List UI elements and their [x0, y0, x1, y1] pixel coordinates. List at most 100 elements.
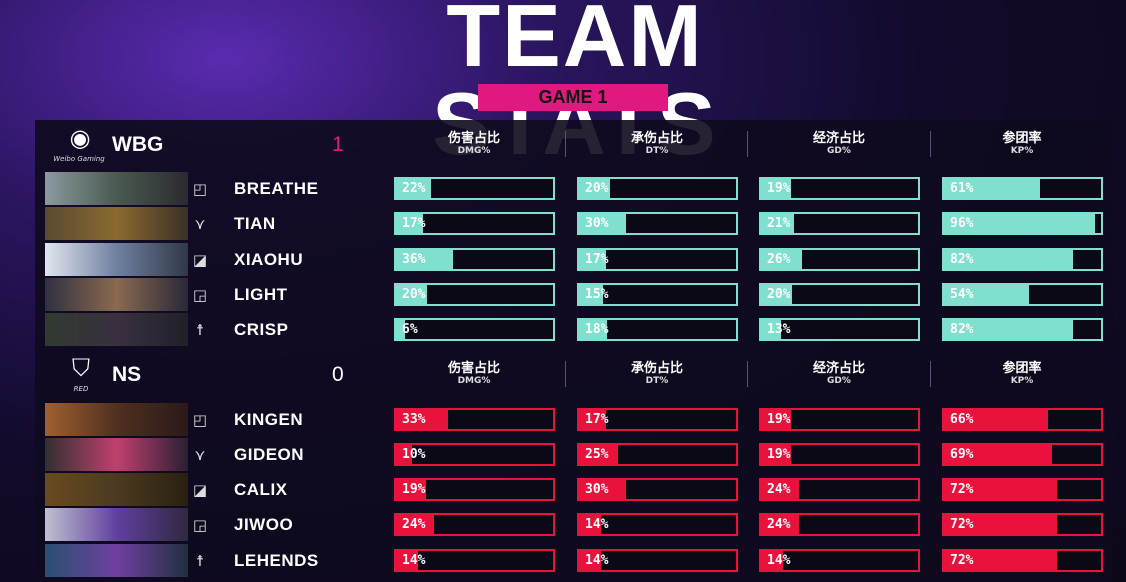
stat-value: 19% [767, 447, 791, 462]
player-name: LIGHT [234, 285, 288, 304]
team-score: 0 [332, 363, 344, 386]
column-subtitle: KP% [1010, 146, 1034, 156]
game-label: GAME 1 [478, 84, 668, 111]
column-subtitle: DT% [645, 146, 669, 156]
stat-value: 14% [585, 517, 609, 532]
stat-value: 25% [585, 447, 609, 462]
champion-portrait [45, 243, 188, 276]
stat-bar-fill [579, 480, 627, 499]
stat-value: 96% [950, 216, 974, 231]
champion-portrait [45, 313, 188, 346]
player-name: CRISP [234, 320, 289, 339]
stat-value: 17% [585, 412, 609, 427]
stat-value: 20% [402, 287, 426, 302]
stat-bar-fill [944, 250, 1073, 269]
stat-bar-fill [396, 480, 426, 499]
stat-value: 30% [585, 216, 609, 231]
stat-value: 26% [767, 252, 791, 267]
stat-bar: 24% [759, 478, 920, 501]
role-top-icon: ◰ [192, 411, 208, 429]
stat-bar-fill [944, 285, 1029, 304]
stat-bar: 13% [759, 318, 920, 341]
stat-bar-fill [944, 515, 1058, 534]
column-divider [565, 361, 566, 387]
stat-value: 15% [585, 287, 609, 302]
column-subtitle: DMG% [457, 146, 491, 156]
stat-bar-fill [579, 214, 627, 233]
column-header: 参团率 KP% [942, 361, 1102, 387]
stat-bar: 22% [394, 177, 555, 200]
stat-value: 24% [402, 517, 426, 532]
stat-bar: 69% [942, 443, 1103, 466]
stat-value: 20% [767, 287, 791, 302]
stat-bar: 15% [577, 283, 738, 306]
stat-bar: 20% [394, 283, 555, 306]
stat-value: 22% [402, 181, 426, 196]
team-logo-text: Weibo Gaming [53, 155, 105, 163]
stat-bar: 66% [942, 408, 1103, 431]
column-subtitle: GD% [827, 146, 851, 156]
column-header: 经济占比 GD% [759, 361, 919, 387]
stat-bar-fill [944, 410, 1048, 429]
stat-bar-fill [396, 179, 431, 198]
stat-value: 6% [402, 322, 418, 337]
column-header: 承伤占比 DT% [577, 361, 737, 387]
stat-bar-fill [761, 250, 802, 269]
stat-bar: 72% [942, 478, 1103, 501]
stat-bar-fill [761, 480, 799, 499]
stat-bar-fill [944, 480, 1058, 499]
weibo-logo: ◉ [69, 124, 91, 152]
stat-value: 33% [402, 412, 426, 427]
column-header: 参团率 KP% [942, 131, 1102, 157]
stat-value: 30% [585, 482, 609, 497]
stat-bar-fill [579, 179, 611, 198]
stat-bar-fill [396, 551, 418, 570]
stat-bar: 17% [577, 408, 738, 431]
stat-value: 24% [767, 517, 791, 532]
column-title: 承伤占比 [630, 131, 683, 146]
stat-value: 24% [767, 482, 791, 497]
stat-value: 36% [402, 252, 426, 267]
team-logo-text: RED [73, 385, 89, 393]
player-name: BREATHE [234, 179, 319, 198]
column-divider [747, 361, 748, 387]
page-title: TEAM STATS [432, 0, 715, 168]
stat-bar: 20% [577, 177, 738, 200]
stat-bar: 20% [759, 283, 920, 306]
stat-value: 19% [767, 181, 791, 196]
role-mid-icon: ◪ [192, 251, 208, 269]
stat-value: 10% [402, 447, 426, 462]
stat-bar-fill [761, 410, 791, 429]
stat-bar: 21% [759, 212, 920, 235]
player-name: KINGEN [234, 410, 304, 429]
stat-bar-fill [944, 214, 1095, 233]
stat-bar: 30% [577, 212, 738, 235]
team-score: 1 [332, 133, 344, 156]
stat-bar: 30% [577, 478, 738, 501]
stat-value: 17% [402, 216, 426, 231]
stat-bar-fill [579, 285, 603, 304]
stat-bar-fill [761, 515, 799, 534]
role-bot-icon: ◲ [192, 286, 208, 304]
stats-panel [35, 120, 1113, 582]
stat-value: 72% [950, 517, 974, 532]
stat-bar-fill [761, 214, 794, 233]
stat-value: 69% [950, 447, 974, 462]
column-title: 伤害占比 [447, 361, 500, 376]
stat-value: 14% [402, 553, 426, 568]
stat-value: 18% [585, 322, 609, 337]
stat-bar-fill [579, 250, 606, 269]
stat-value: 66% [950, 412, 974, 427]
stat-value: 20% [585, 181, 609, 196]
champion-portrait [45, 508, 188, 541]
stat-value: 19% [767, 412, 791, 427]
column-header: 经济占比 GD% [759, 131, 919, 157]
stat-bar: 14% [577, 549, 738, 572]
stat-bar-fill [579, 410, 606, 429]
stat-bar-fill [579, 445, 619, 464]
stat-bar: 72% [942, 513, 1103, 536]
column-subtitle: GD% [827, 376, 851, 386]
stat-bar: 24% [759, 513, 920, 536]
player-name: CALIX [234, 480, 288, 499]
stat-bar-fill [944, 179, 1040, 198]
